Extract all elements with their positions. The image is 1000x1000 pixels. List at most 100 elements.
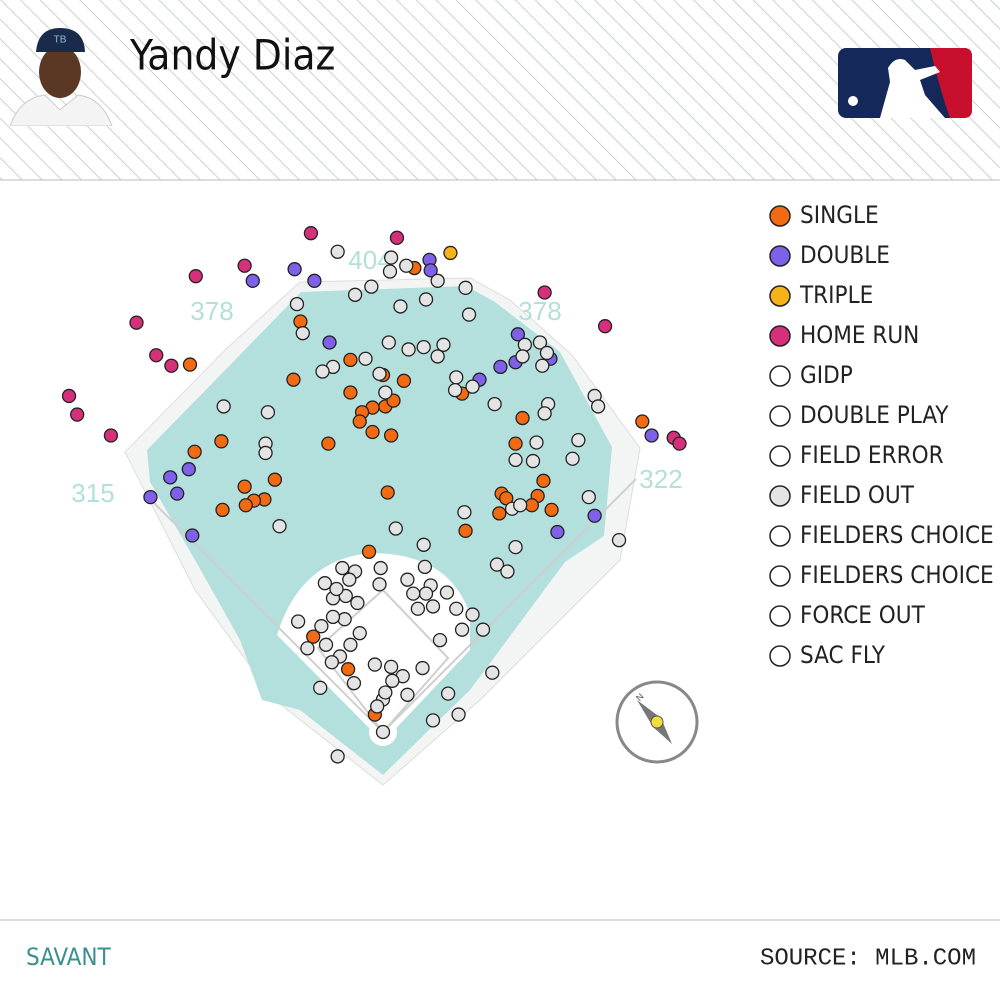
hit-point <box>380 485 395 500</box>
hit-point <box>187 444 202 459</box>
hit-point <box>335 560 350 576</box>
hit-point <box>378 685 393 700</box>
hit-point <box>188 269 203 284</box>
hit-point <box>383 659 399 675</box>
hit-point <box>587 508 602 523</box>
legend-label: DOUBLE PLAY <box>800 401 949 429</box>
hit-point <box>508 539 523 555</box>
hit-point <box>372 577 387 592</box>
hit-point <box>550 524 565 540</box>
distance-label: 315 <box>71 478 114 508</box>
hit-point <box>565 451 580 466</box>
hit-point <box>314 619 329 634</box>
legend-swatch <box>769 445 791 467</box>
hit-point <box>510 327 526 342</box>
hit-point <box>343 352 358 368</box>
hit-point <box>287 262 302 277</box>
hit-point <box>475 622 491 637</box>
hit-point <box>343 385 358 400</box>
hit-point <box>644 428 659 443</box>
hit-point <box>322 335 337 350</box>
header-band <box>0 0 1000 180</box>
hit-point <box>343 637 358 652</box>
hit-point <box>410 601 426 616</box>
hit-point <box>300 641 315 656</box>
hit-point <box>515 349 530 364</box>
hit-point <box>537 285 552 300</box>
svg-text:N: N <box>634 691 646 703</box>
hit-point <box>430 273 445 288</box>
legend-swatch <box>769 285 791 307</box>
legend-label: FIELDERS CHOICE OUT <box>800 561 1000 589</box>
hit-point <box>358 351 373 366</box>
hit-point <box>383 428 399 443</box>
hit-point <box>372 366 387 382</box>
hit-point <box>451 707 466 722</box>
hit-point <box>325 609 341 625</box>
hit-point <box>532 335 548 350</box>
legend-label: FIELD OUT <box>800 481 915 509</box>
hit-point <box>508 452 523 468</box>
hit-point <box>458 280 473 295</box>
hit-point <box>454 622 470 637</box>
hit-point <box>536 473 551 488</box>
hit-point <box>436 337 451 352</box>
hit-point <box>315 364 330 379</box>
hit-point <box>313 680 328 695</box>
hit-point <box>465 379 480 394</box>
hit-point <box>170 486 185 501</box>
hit-point <box>378 385 393 400</box>
legend-swatch <box>769 645 791 667</box>
hit-point <box>365 424 380 440</box>
hit-point <box>321 436 336 451</box>
hit-point <box>303 226 319 241</box>
hit-point <box>425 599 441 614</box>
player-photo: TB <box>9 28 113 126</box>
hit-point <box>340 662 356 677</box>
hit-point <box>216 399 231 414</box>
hit-point <box>129 315 144 330</box>
hit-point <box>635 414 650 429</box>
legend-swatch <box>769 325 791 347</box>
hit-point <box>425 713 441 728</box>
legend-label: TRIPLE <box>799 281 873 309</box>
hit-point <box>399 258 414 273</box>
hit-point <box>458 523 473 538</box>
hit-point <box>318 637 334 652</box>
hit-point <box>367 657 383 672</box>
legend-label: SAC FLY <box>800 641 886 669</box>
hit-point <box>306 629 321 644</box>
hit-point <box>430 349 445 364</box>
hit-point <box>517 337 533 352</box>
hit-point <box>535 358 550 373</box>
hit-point <box>149 348 164 363</box>
hit-point <box>330 749 345 764</box>
hit-point <box>571 432 586 448</box>
legend-label: SINGLE <box>800 201 879 229</box>
distance-label: 322 <box>639 464 682 494</box>
hit-point <box>465 607 480 622</box>
hit-point <box>416 339 431 355</box>
hit-point <box>525 453 541 469</box>
hit-point <box>415 660 430 676</box>
hit-point <box>370 699 385 714</box>
hit-point <box>417 559 433 575</box>
hit-point <box>400 687 415 702</box>
distance-label: 378 <box>518 296 561 326</box>
hit-point <box>389 230 405 245</box>
hit-point <box>492 506 507 521</box>
hit-point <box>61 388 77 404</box>
hit-point <box>529 435 544 450</box>
hit-point <box>443 245 458 261</box>
hit-point <box>237 479 252 494</box>
hit-point <box>185 528 200 543</box>
hit-point <box>590 399 606 414</box>
hit-point <box>508 436 523 451</box>
hit-point <box>461 307 477 322</box>
hit-point <box>396 373 412 388</box>
svg-text:TB: TB <box>54 35 67 46</box>
hit-point <box>385 673 400 688</box>
hit-point <box>182 357 198 372</box>
hit-point <box>393 299 408 314</box>
hit-point <box>401 342 416 357</box>
